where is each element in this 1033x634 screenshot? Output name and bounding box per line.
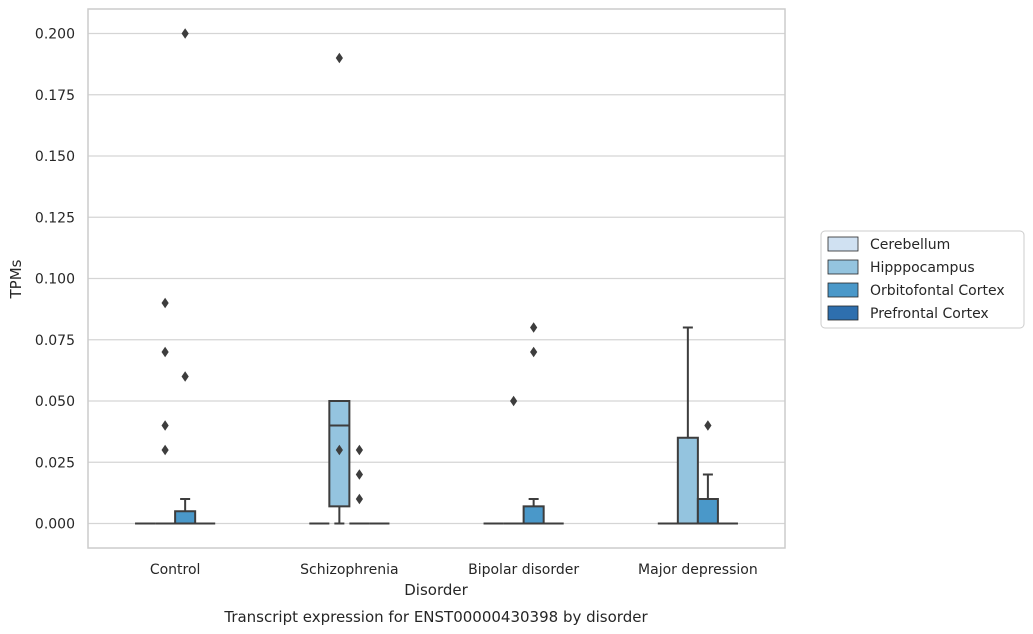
x-tick-label: Control xyxy=(150,562,201,578)
outlier-point xyxy=(161,420,169,431)
box-rect xyxy=(696,498,719,525)
y-axis-title: TPMs xyxy=(7,259,25,299)
box-group xyxy=(503,395,524,525)
outlier-point xyxy=(161,297,169,309)
outlier-point xyxy=(335,52,343,64)
legend-label: Hipppocampus xyxy=(870,260,975,276)
outlier-point xyxy=(530,322,538,333)
legend-swatch xyxy=(827,282,859,298)
outlier-point xyxy=(161,346,169,358)
y-tick-label: 0.175 xyxy=(35,88,75,104)
y-tick-label: 0.125 xyxy=(35,210,75,226)
y-tick-label: 0.075 xyxy=(35,333,75,349)
box-rect xyxy=(174,510,197,525)
box-group xyxy=(522,322,545,525)
x-tick-label: Schizophrenia xyxy=(300,562,398,578)
y-tick-label: 0.100 xyxy=(35,272,75,288)
y-tick-labels: 0.000 0.025 0.050 0.075 0.100 0.125 0.150 0.175… xyxy=(35,27,75,533)
outlier-point xyxy=(161,444,169,456)
box-group xyxy=(155,297,176,525)
box-rect xyxy=(522,505,545,525)
legend-label: Cerebellum xyxy=(870,237,950,253)
outlier-point xyxy=(355,469,363,480)
x-axis-title: Disorder xyxy=(404,581,468,599)
legend-swatch xyxy=(827,236,859,252)
box-group xyxy=(696,420,719,525)
grid-lines xyxy=(88,32,785,525)
box-group xyxy=(174,28,197,525)
plot-frame xyxy=(87,8,786,549)
y-tick-label: 0.000 xyxy=(35,517,75,533)
legend-label: Orbitofontal Cortex xyxy=(870,283,1005,299)
legend-swatch xyxy=(827,259,859,275)
outlier-point xyxy=(355,444,363,456)
legend: Cerebellum Hipppocampus Orbitofontal Corte… xyxy=(820,230,1025,329)
y-tick-label: 0.150 xyxy=(35,149,75,165)
box-group xyxy=(349,444,370,525)
boxes xyxy=(135,28,738,525)
legend-label: Prefrontal Cortex xyxy=(870,306,989,322)
legend-swatch xyxy=(827,305,859,321)
outlier-point xyxy=(510,395,518,407)
y-tick-label: 0.025 xyxy=(35,455,75,471)
x-tick-label: Major depression xyxy=(638,562,758,578)
outlier-point xyxy=(335,444,343,456)
y-tick-label: 0.050 xyxy=(35,394,75,410)
legend-frame xyxy=(820,230,1025,329)
box-group xyxy=(328,52,351,525)
outlier-point xyxy=(355,493,363,505)
chart-caption: Transcript expression for ENST0000043039… xyxy=(223,608,648,626)
box-rect xyxy=(676,436,699,525)
outlier-point xyxy=(181,371,189,382)
box-group xyxy=(676,326,699,525)
y-tick-label: 0.200 xyxy=(35,27,75,43)
outlier-point xyxy=(181,28,189,39)
x-tick-labels: Control Schizophrenia Bipolar disorder Majo… xyxy=(150,562,758,578)
outlier-point xyxy=(704,420,712,431)
outlier-point xyxy=(530,346,538,358)
x-tick-label: Bipolar disorder xyxy=(468,562,579,578)
